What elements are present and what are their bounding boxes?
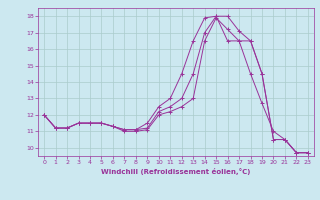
X-axis label: Windchill (Refroidissement éolien,°C): Windchill (Refroidissement éolien,°C): [101, 168, 251, 175]
